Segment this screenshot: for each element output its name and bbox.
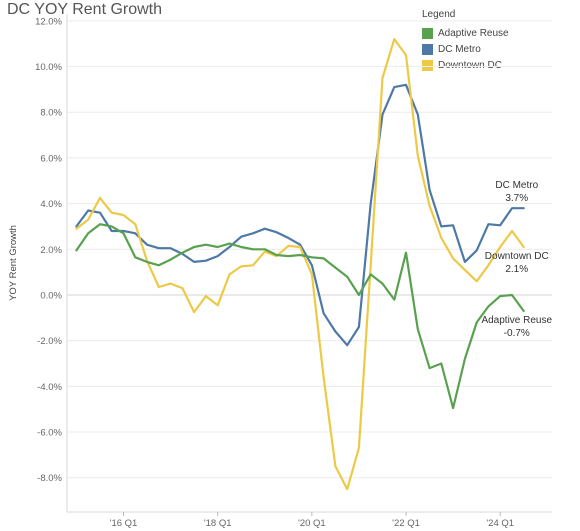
end-value-downtown-dc: 2.1%: [505, 264, 528, 275]
legend-item-adaptive-reuse[interactable]: Adaptive Reuse: [422, 25, 509, 41]
legend-swatch-downtown-dc: [422, 59, 433, 71]
legend-label-downtown-dc: Downtown DC: [438, 59, 502, 71]
end-label-downtown-dc: Downtown DC: [485, 251, 549, 262]
series-line-adaptive-reuse[interactable]: [75, 223, 525, 410]
x-tick-label: '24 Q1: [486, 518, 514, 529]
legend: Legend Adaptive Reuse DC Metro Downtown …: [422, 9, 509, 73]
end-value-dc-metro: 3.7%: [505, 193, 528, 204]
y-axis-title: YOY Rent Growth: [8, 225, 19, 301]
chart-title: DC YOY Rent Growth: [7, 1, 163, 18]
y-tick-label: 4.0%: [40, 199, 62, 210]
x-axis: '16 Q1 '18 Q1 '20 Q1 '22 Q1 '24 Q1: [67, 511, 552, 529]
series-line-dc-metro[interactable]: [75, 83, 525, 347]
legend-swatch-dc-metro: [422, 43, 433, 55]
series-lines: [75, 37, 525, 491]
legend-title: Legend: [422, 9, 456, 20]
legend-item-downtown-dc[interactable]: Downtown DC: [422, 57, 509, 73]
x-tick-label: '20 Q1: [298, 518, 326, 529]
legend-swatch-adaptive-reuse: [422, 27, 433, 39]
legend-label-dc-metro: DC Metro: [438, 43, 481, 55]
end-label-adaptive-reuse: Adaptive Reuse: [481, 315, 552, 326]
y-tick-label: 12.0%: [35, 16, 62, 27]
gridlines: [67, 20, 552, 479]
y-tick-label: 6.0%: [40, 153, 62, 164]
end-value-adaptive-reuse: -0.7%: [504, 328, 530, 339]
y-tick-label: -2.0%: [37, 336, 62, 347]
y-axis: 12.0% 10.0% 8.0% 6.0% 4.0% 2.0% 0.0% -2.0% -4.0%…: [8, 14, 68, 512]
y-tick-label: -4.0%: [37, 382, 62, 393]
legend-item-dc-metro[interactable]: DC Metro: [422, 41, 509, 57]
y-tick-label: 10.0%: [35, 62, 62, 73]
x-tick-label: '22 Q1: [392, 518, 420, 529]
y-tick-label: -8.0%: [37, 473, 62, 484]
end-label-dc-metro: DC Metro: [495, 180, 538, 191]
series-line-downtown-dc[interactable]: [75, 37, 525, 491]
y-tick-label: 2.0%: [40, 245, 62, 256]
x-tick-label: '18 Q1: [204, 518, 232, 529]
legend-label-adaptive-reuse: Adaptive Reuse: [438, 27, 509, 39]
y-tick-label: 8.0%: [40, 108, 62, 119]
end-labels: DC Metro 3.7% Downtown DC 2.1% Adaptive Reus…: [481, 180, 552, 339]
x-tick-label: '16 Q1: [110, 518, 138, 529]
y-tick-label: 0.0%: [40, 290, 62, 301]
y-tick-label: -6.0%: [37, 428, 62, 439]
